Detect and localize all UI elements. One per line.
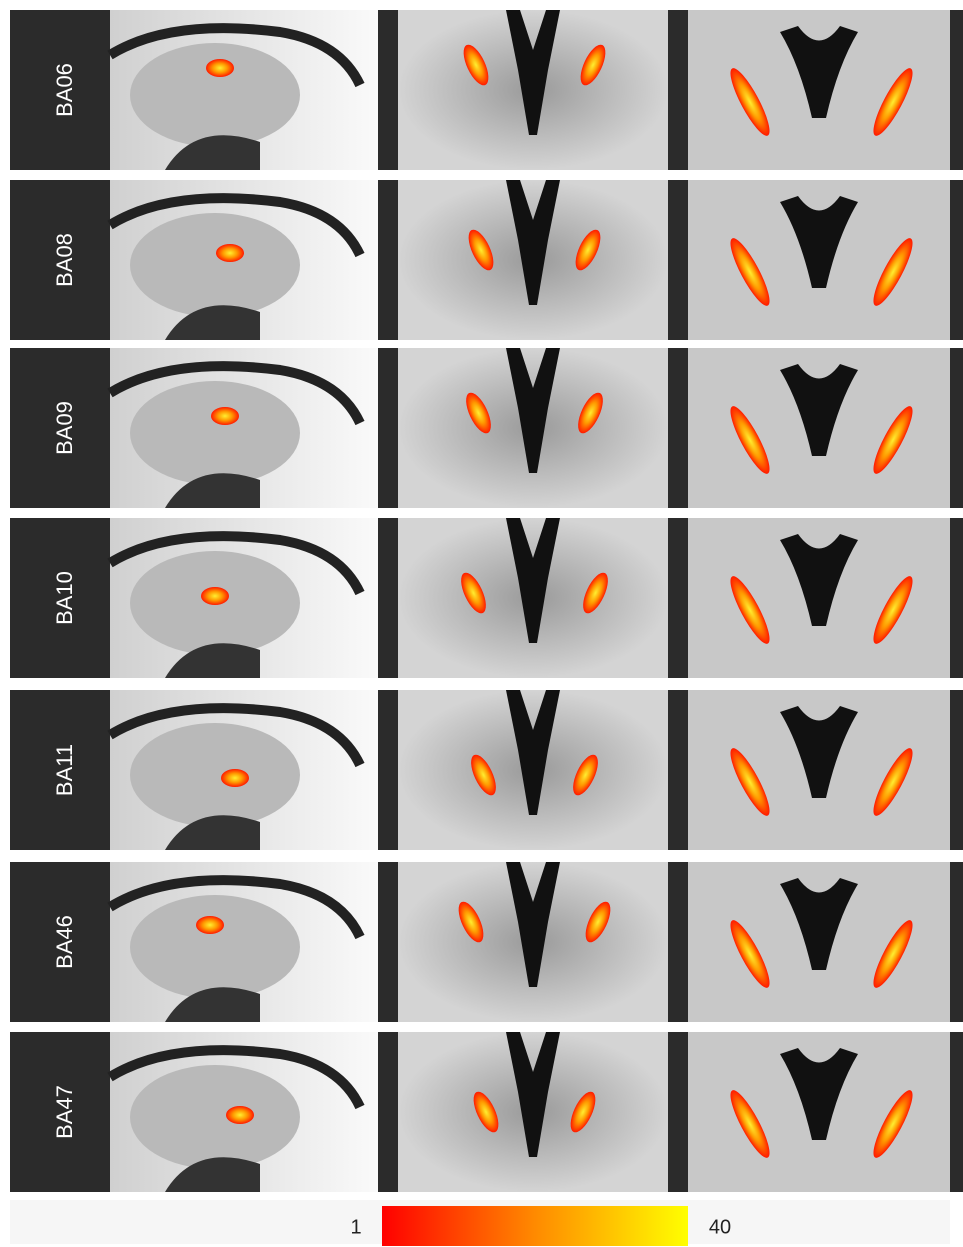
row-label: BA10 <box>52 571 77 625</box>
gap <box>668 10 688 170</box>
gap <box>668 862 688 1022</box>
activation <box>226 1106 254 1124</box>
coronal-panel <box>398 518 668 678</box>
colorbar-gradient <box>382 1206 688 1246</box>
gap <box>668 690 688 850</box>
row-label: BA09 <box>52 401 77 455</box>
gap <box>950 1032 963 1192</box>
sagittal-panel <box>110 180 378 340</box>
gap <box>378 348 398 508</box>
page: BA06BA08BA09BA10BA11BA46BA47 1 40 (() =>… <box>0 0 963 1247</box>
row-label: BA46 <box>52 915 77 969</box>
axial-panel <box>688 862 950 1022</box>
row-label: BA11 <box>52 744 77 796</box>
row: BA06 <box>10 10 963 170</box>
brain-region <box>130 895 300 999</box>
sagittal-panel <box>110 690 378 850</box>
brain-region <box>130 1065 300 1169</box>
axial-panel <box>688 1032 950 1192</box>
gap <box>950 10 963 170</box>
gap <box>378 180 398 340</box>
sagittal-panel <box>110 348 378 508</box>
row: BA46 <box>10 862 963 1022</box>
activation <box>206 59 234 77</box>
row-label: BA06 <box>52 63 77 117</box>
axial-panel <box>688 348 950 508</box>
gap <box>950 862 963 1022</box>
axial-panel <box>688 690 950 850</box>
colorbar-max-label: 40 <box>709 1216 731 1238</box>
brain-region <box>130 213 300 317</box>
sagittal-panel <box>110 10 378 170</box>
sagittal-panel <box>110 1032 378 1192</box>
gap <box>378 518 398 678</box>
axial-panel <box>688 518 950 678</box>
activation <box>221 769 249 787</box>
axial-panel <box>688 180 950 340</box>
brain-region <box>130 43 300 147</box>
figure: BA06 BA08 BA09 BA10 BA11 BA46 BA47 1 40 <box>0 0 963 1247</box>
gap <box>378 690 398 850</box>
coronal-panel <box>398 180 668 340</box>
row: BA11 <box>10 690 963 850</box>
row-label: BA08 <box>52 233 77 287</box>
gap <box>668 1032 688 1192</box>
gap <box>668 180 688 340</box>
sagittal-panel <box>110 518 378 678</box>
coronal-panel <box>398 1032 668 1192</box>
activation <box>211 407 239 425</box>
activation <box>196 916 224 934</box>
gap <box>950 180 963 340</box>
gap <box>668 518 688 678</box>
gap <box>378 10 398 170</box>
brain-region <box>130 381 300 485</box>
coronal-panel <box>398 690 668 850</box>
activation <box>201 587 229 605</box>
row-label: BA47 <box>52 1085 77 1139</box>
row: BA47 <box>10 1032 963 1192</box>
activation <box>216 244 244 262</box>
coronal-panel <box>398 10 668 170</box>
coronal-panel <box>398 862 668 1022</box>
row: BA09 <box>10 348 963 508</box>
colorbar-min-label: 1 <box>350 1216 361 1238</box>
gap <box>378 1032 398 1192</box>
row: BA10 <box>10 518 963 678</box>
brain-region <box>130 723 300 827</box>
coronal-panel <box>398 348 668 508</box>
gap <box>668 348 688 508</box>
colorbar: 1 40 <box>10 1200 950 1246</box>
sagittal-panel <box>110 862 378 1022</box>
rows: BA06 BA08 BA09 BA10 BA11 BA46 BA47 <box>10 10 963 1192</box>
row: BA08 <box>10 180 963 340</box>
gap <box>378 862 398 1022</box>
gap <box>950 348 963 508</box>
gap <box>950 518 963 678</box>
axial-panel <box>688 10 950 170</box>
gap <box>950 690 963 850</box>
